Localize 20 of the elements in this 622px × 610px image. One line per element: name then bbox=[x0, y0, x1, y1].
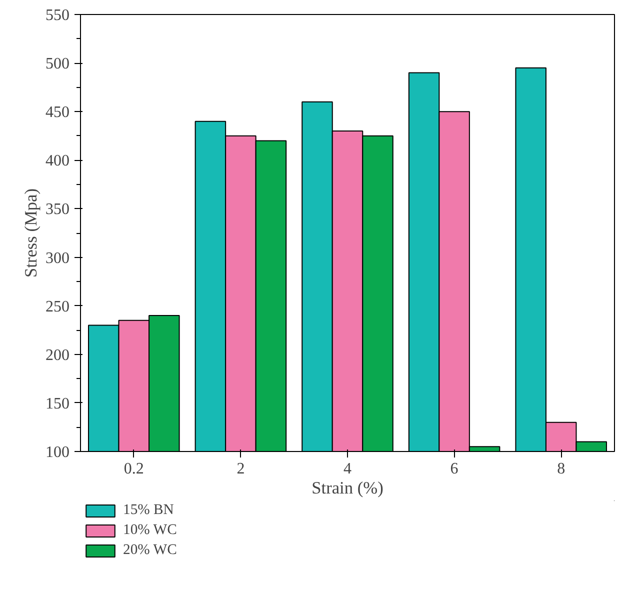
y-tick-label: 300 bbox=[46, 250, 70, 267]
x-tick-label: 0.2 bbox=[124, 460, 144, 478]
legend-label: 20% WC bbox=[123, 542, 177, 559]
y-tick-label: 450 bbox=[46, 104, 70, 122]
y-tick-label: 200 bbox=[46, 346, 70, 364]
x-tick-label: 8 bbox=[557, 460, 566, 478]
x-tick-label: 2 bbox=[236, 460, 245, 478]
y-tick-label: 150 bbox=[46, 395, 70, 412]
y-tick-label: 400 bbox=[46, 152, 70, 170]
y-tick-label: 100 bbox=[46, 444, 70, 461]
y-tick-label: 350 bbox=[46, 201, 70, 218]
legend-label: 15% BN bbox=[123, 502, 174, 519]
y-tick-label: 550 bbox=[46, 7, 70, 24]
x-axis-title: Strain (%) bbox=[312, 478, 384, 498]
x-tick-label: 6 bbox=[450, 460, 458, 478]
legend-label: 10% WC bbox=[123, 522, 177, 539]
x-tick-label: 4 bbox=[344, 460, 352, 478]
y-axis-title: Stress (Mpa) bbox=[22, 188, 40, 278]
y-tick-label: 500 bbox=[46, 56, 70, 73]
y-tick-label: 250 bbox=[46, 298, 70, 316]
